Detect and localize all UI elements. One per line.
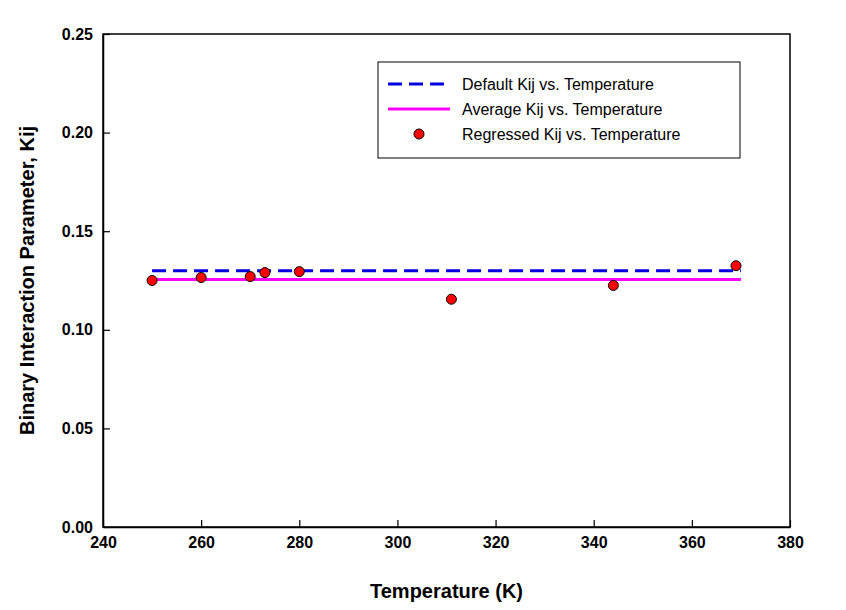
tick: 0.05 xyxy=(62,420,110,437)
tick-label: 0.00 xyxy=(62,519,93,536)
tick-mark xyxy=(201,520,202,527)
tick-label: 320 xyxy=(483,534,510,551)
tick-label: 0.10 xyxy=(62,321,93,338)
tick-mark xyxy=(103,330,110,331)
plot-area xyxy=(147,261,741,305)
axis-line xyxy=(104,527,791,529)
legend-label: Default Kij vs. Temperature xyxy=(462,76,654,93)
data-point xyxy=(147,276,157,286)
tick: 0.10 xyxy=(62,321,110,338)
tick-mark xyxy=(397,520,398,527)
chart: 240 260 280 300 320 340 360 380 0.00 0.05 0.10 0.15… xyxy=(0,0,846,610)
data-point xyxy=(260,268,270,278)
series-line xyxy=(152,278,741,281)
tick-mark xyxy=(594,520,595,527)
legend: Default Kij vs. Temperature Average Kij v… xyxy=(378,62,740,158)
tick: 0.15 xyxy=(62,223,110,240)
tick: 280 xyxy=(286,520,313,551)
tick: 0.25 xyxy=(62,26,110,43)
tick: 340 xyxy=(581,520,608,551)
data-point xyxy=(196,273,206,283)
tick: 380 xyxy=(777,520,804,551)
tick: 320 xyxy=(483,520,510,551)
axis-line xyxy=(103,35,105,528)
tick-label: 340 xyxy=(581,534,608,551)
tick-label: 240 xyxy=(90,534,117,551)
data-point xyxy=(446,294,456,304)
x-axis-title: Temperature (K) xyxy=(370,580,523,602)
tick-label: 360 xyxy=(679,534,706,551)
tick: 360 xyxy=(679,520,706,551)
y-axis: 0.00 0.05 0.10 0.15 0.20 0.25 xyxy=(62,26,110,536)
tick-mark xyxy=(103,527,110,528)
tick: 300 xyxy=(385,520,412,551)
tick: 0.20 xyxy=(62,124,110,141)
data-point xyxy=(294,267,304,277)
tick-mark xyxy=(495,520,496,527)
legend-label: Regressed Kij vs. Temperature xyxy=(462,126,681,143)
tick-label: 0.05 xyxy=(62,420,93,437)
tick-mark xyxy=(103,231,110,232)
legend-swatch xyxy=(388,83,450,86)
data-point xyxy=(608,280,618,290)
plot-frame xyxy=(103,34,790,527)
tick: 0.00 xyxy=(62,519,110,536)
tick-label: 260 xyxy=(188,534,215,551)
tick-label: 0.20 xyxy=(62,124,93,141)
legend-swatch xyxy=(388,108,450,111)
legend-swatch xyxy=(414,129,424,139)
tick-mark xyxy=(103,133,110,134)
y-axis-title: Binary Interaction Parameter, Kij xyxy=(16,126,38,435)
tick-mark xyxy=(790,520,791,527)
series-line xyxy=(152,269,741,272)
tick: 260 xyxy=(188,520,215,551)
tick-mark xyxy=(299,520,300,527)
data-point xyxy=(731,261,741,271)
x-axis: 240 260 280 300 320 340 360 380 xyxy=(90,520,804,551)
tick-label: 0.25 xyxy=(62,26,93,43)
tick-mark xyxy=(103,428,110,429)
legend-label: Average Kij vs. Temperature xyxy=(462,101,663,118)
tick-mark xyxy=(692,520,693,527)
legend-box xyxy=(378,62,740,158)
tick-label: 0.15 xyxy=(62,223,93,240)
tick-label: 280 xyxy=(286,534,313,551)
tick-label: 300 xyxy=(385,534,412,551)
tick-label: 380 xyxy=(777,534,804,551)
tick-mark xyxy=(103,34,110,35)
data-point xyxy=(245,272,255,282)
